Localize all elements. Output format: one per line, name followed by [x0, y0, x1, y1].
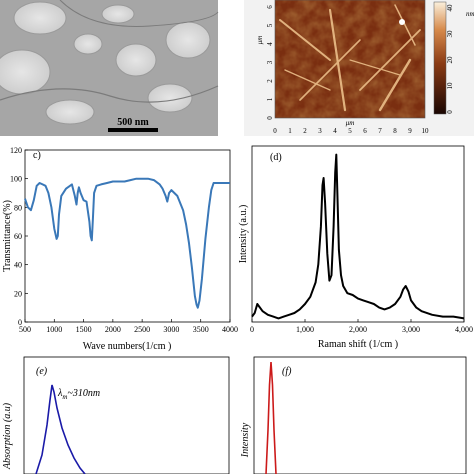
y-tick-label: 40	[14, 261, 22, 270]
x-tick-label: 1,000	[296, 325, 314, 334]
plot-ticks: 0 1,000 2,000 3,000 4,000	[250, 319, 473, 334]
panel-f-intensity-chart: (f) Intensity	[240, 356, 467, 474]
y-axis-label: Intensity (a.u.)	[238, 205, 249, 264]
afm-x-tick-label: 0	[273, 127, 277, 135]
afm-x-tick-label: 10	[422, 127, 430, 135]
afm-colorbar-tick-label: 10	[446, 82, 454, 90]
tem-hole	[115, 43, 157, 77]
tem-hole	[0, 49, 51, 95]
afm-x-tick-label: 2	[303, 127, 307, 135]
x-tick-label: 3,000	[402, 325, 420, 334]
afm-bright-spot	[399, 19, 405, 25]
panel-c-ftir-chart: 500 1000 1500 2000 2500 3000 3500 4000 0 20 40 60 80…	[2, 146, 238, 352]
y-tick-label: 100	[10, 175, 22, 184]
afm-x-tick-label: 6	[363, 127, 367, 135]
tem-hole	[165, 21, 211, 59]
tem-hole	[45, 99, 95, 125]
peak-annotation: λm~310nm	[57, 388, 100, 401]
afm-y-tick-label: 6	[266, 5, 274, 9]
x-tick-label: 0	[250, 325, 254, 334]
plot-frame	[251, 145, 465, 323]
y-tick-label: 80	[14, 203, 22, 212]
plot-ticks: 500 1000 1500 2000 2500 3000 3500 4000 0 20 40 60 80…	[10, 146, 238, 334]
x-tick-label: 1500	[76, 325, 92, 334]
afm-y-ticks: 0 1 2 3 4 5 6	[266, 5, 274, 120]
afm-colorbar-tick-label: 20	[446, 56, 454, 64]
panel-label: (e)	[36, 366, 48, 377]
x-tick-label: 4,000	[455, 325, 473, 334]
afm-colorbar-ticks: 40 30 20 10 0	[446, 4, 454, 114]
x-tick-label: 500	[19, 325, 31, 334]
afm-x-tick-label: 4	[333, 127, 337, 135]
afm-x-tick-label: 9	[408, 127, 412, 135]
tem-hole	[13, 1, 67, 35]
tem-hole	[73, 33, 103, 55]
afm-x-tick-label: 7	[378, 127, 382, 135]
x-axis-label: Raman shift (1/cm )	[318, 339, 398, 350]
y-axis-label: Absorption (a.u)	[2, 402, 13, 470]
afm-x-tick-label: 8	[393, 127, 397, 135]
x-tick-label: 3000	[163, 325, 179, 334]
y-tick-label: 60	[14, 232, 22, 241]
panel-d-raman-chart: 0 1,000 2,000 3,000 4,000 (d) Raman shift (1…	[238, 145, 473, 350]
panel-e-absorption-chart: (e) λm~310nm Absorption (a.u)	[2, 356, 230, 474]
afm-y-unit: μm	[256, 36, 264, 45]
x-tick-label: 1000	[46, 325, 62, 334]
x-axis-label: Wave numbers(1/cm )	[83, 341, 172, 352]
tem-hole	[147, 83, 193, 113]
series-line	[35, 384, 86, 474]
afm-colorbar-tick-label: 40	[446, 4, 454, 12]
afm-y-tick-label: 2	[266, 79, 274, 83]
afm-x-tick-label: 5	[348, 127, 352, 135]
y-tick-label: 0	[18, 318, 22, 327]
tem-hole	[101, 4, 135, 24]
panel-label: c)	[33, 150, 41, 161]
afm-y-tick-label: 3	[266, 60, 274, 64]
afm-x-tick-label: 3	[318, 127, 322, 135]
y-axis-label: Transmittance(%)	[2, 200, 13, 272]
series-line	[265, 361, 277, 474]
x-tick-label: 2,000	[349, 325, 367, 334]
afm-x-unit: μm	[346, 119, 355, 127]
scale-bar-label: 500 nm	[117, 117, 149, 128]
afm-texture	[275, 0, 425, 118]
afm-colorbar-unit: nm	[466, 10, 474, 18]
panel-b-afm-image: 40 30 20 10 0 nm 0 1 2 3 4 5 6 7 8 9 10 0 1 2 3 4 5 6 μm μm	[244, 0, 474, 136]
series-line	[251, 153, 465, 320]
afm-y-tick-label: 0	[266, 116, 274, 120]
x-tick-label: 2000	[105, 325, 121, 334]
afm-fibers	[279, 4, 421, 112]
tem-sheet-edge	[59, 0, 219, 27]
tem-sheet-edge	[0, 85, 219, 103]
afm-colorbar-tick-label: 0	[446, 110, 454, 114]
panel-label: (f)	[282, 366, 292, 377]
afm-colorbar	[433, 1, 447, 115]
panel-a-tem-image: 500 nm	[0, 0, 219, 136]
y-tick-label: 120	[10, 146, 22, 155]
afm-x-tick-label: 1	[288, 127, 292, 135]
plot-frame	[253, 356, 467, 474]
afm-x-ticks: 0 1 2 3 4 5 6 7 8 9 10	[273, 127, 429, 135]
plot-frame	[23, 356, 230, 474]
panel-label: (d)	[270, 152, 282, 163]
y-axis-label: Intensity	[240, 422, 251, 458]
afm-colorbar-tick-label: 30	[446, 30, 454, 38]
afm-y-tick-label: 4	[266, 42, 274, 46]
x-tick-label: 2500	[134, 325, 150, 334]
scale-bar	[108, 128, 158, 132]
x-tick-label: 3500	[193, 325, 209, 334]
y-tick-label: 20	[14, 289, 22, 298]
afm-y-tick-label: 1	[266, 97, 274, 101]
afm-y-tick-label: 5	[266, 23, 274, 27]
x-tick-label: 4000	[222, 325, 238, 334]
series-line	[24, 177, 230, 309]
